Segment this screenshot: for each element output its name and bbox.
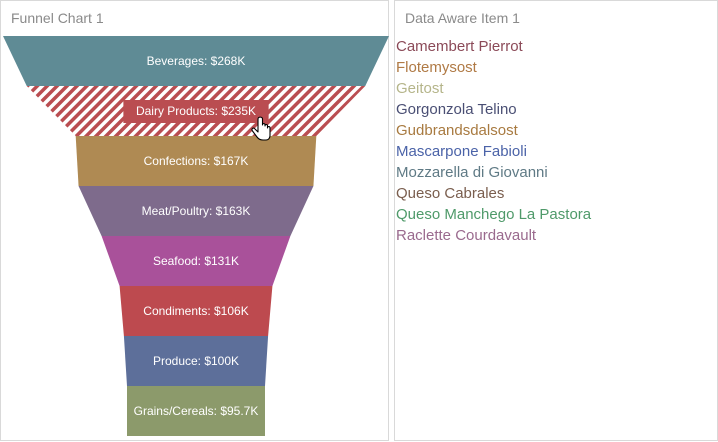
- funnel-chart-title: Funnel Chart 1: [11, 10, 104, 26]
- funnel-chart[interactable]: Beverages: $268K Dairy Products: $235K Con…: [1, 1, 390, 442]
- funnel-segment[interactable]: [75, 136, 317, 186]
- funnel-segment[interactable]: [3, 36, 389, 86]
- funnel-segment[interactable]: [119, 286, 273, 336]
- list-item[interactable]: Camembert Pierrot: [396, 38, 523, 55]
- list-item[interactable]: Queso Manchego La Pastora: [396, 206, 592, 223]
- data-aware-item-panel: Data Aware Item 1 Camembert Pierrot Flote…: [394, 0, 718, 441]
- product-list: Camembert Pierrot Flotemysost Geitost Gorgo…: [395, 36, 591, 246]
- list-item[interactable]: Mozzarella di Giovanni: [396, 164, 548, 181]
- list-item[interactable]: Mascarpone Fabioli: [396, 143, 527, 160]
- funnel-segment-label: Beverages: $268K: [147, 54, 246, 68]
- funnel-segment-label: Produce: $100K: [153, 354, 239, 368]
- hand-pointer-icon: [251, 116, 271, 141]
- funnel-segment[interactable]: [78, 186, 314, 236]
- list-item[interactable]: Raclette Courdavault: [396, 227, 537, 244]
- funnel-segment-label: Seafood: $131K: [153, 254, 239, 268]
- funnel-segment[interactable]: [101, 236, 291, 286]
- list-item[interactable]: Gorgonzola Telino: [396, 101, 517, 118]
- data-aware-item-title: Data Aware Item 1: [405, 10, 520, 26]
- funnel-segment-label: Meat/Poultry: $163K: [142, 204, 251, 218]
- funnel-segment-label: Grains/Cereals: $95.7K: [134, 404, 259, 418]
- funnel-segment-label: Confections: $167K: [144, 154, 249, 168]
- list-item[interactable]: Gudbrandsdalsost: [396, 122, 518, 139]
- hovered-label-background: [123, 100, 269, 123]
- funnel-segment-label: Condiments: $106K: [143, 304, 248, 318]
- funnel-segment[interactable]: [127, 386, 265, 436]
- funnel-segment[interactable]: [123, 336, 269, 386]
- funnel-chart-panel: Funnel Chart 1 Beverages: $268K Dairy Pro…: [0, 0, 389, 441]
- funnel-segment-label: Dairy Products: $235K: [136, 104, 256, 118]
- list-item[interactable]: Flotemysost: [396, 59, 477, 76]
- list-item[interactable]: Geitost: [396, 80, 444, 97]
- list-item[interactable]: Queso Cabrales: [396, 185, 505, 202]
